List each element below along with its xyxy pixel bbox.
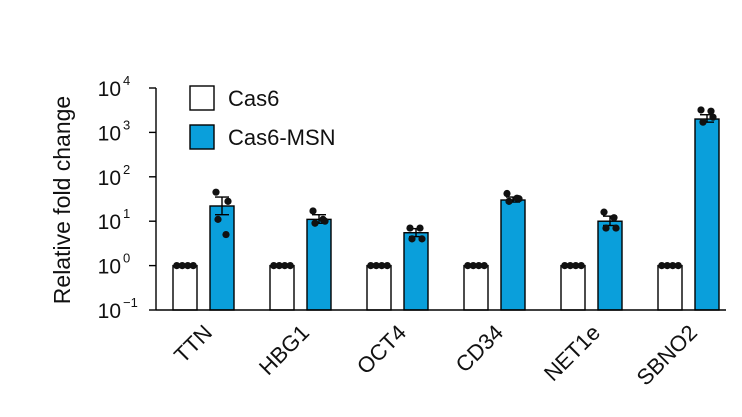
category-labels: TTN HBG1 OCT4 CD34 NET1e SBNO2: [169, 320, 702, 390]
data-point: [309, 207, 317, 215]
data-point: [212, 188, 220, 196]
data-point: [658, 262, 666, 270]
data-point: [697, 106, 705, 114]
data-point: [572, 262, 580, 270]
data-point: [602, 224, 610, 232]
data-point: [610, 214, 618, 222]
bar-sbno2-cas6: [657, 264, 683, 311]
bar-cd34-cas6-msn: [500, 199, 526, 311]
bar-net1e-cas6-msn: [597, 220, 623, 311]
category-label-hbg1: HBG1: [254, 320, 314, 380]
data-point: [173, 262, 181, 270]
data-point: [281, 262, 289, 270]
data-point: [408, 235, 416, 243]
bar-net1e-cas6: [560, 264, 586, 311]
bar-oct4-cas6: [366, 264, 392, 311]
y-tick-label: 10: [98, 78, 121, 101]
data-point: [503, 189, 511, 198]
y-tick-exponent: 0: [123, 251, 130, 266]
data-point: [378, 262, 386, 270]
data-point: [707, 107, 715, 115]
category-label-net1e: NET1e: [539, 320, 605, 386]
data-point: [674, 262, 682, 270]
legend-swatch-cas6: [189, 85, 215, 111]
y-tick-label: 10: [98, 256, 121, 279]
data-point: [480, 262, 488, 270]
data-point: [178, 262, 186, 270]
data-point: [383, 262, 391, 270]
legend-swatch-cas6-msn: [189, 124, 215, 150]
data-point: [566, 262, 574, 270]
legend-label-cas6: Cas6: [228, 86, 279, 111]
data-point: [505, 197, 513, 205]
data-point: [699, 118, 707, 126]
data-point: [669, 262, 677, 270]
legend-label-cas6-msn: Cas6-MSN: [228, 125, 336, 150]
bar-hbg1-cas6-msn: [306, 218, 332, 311]
data-point: [577, 262, 585, 270]
bar-hbg1-cas6: [269, 264, 295, 311]
data-point: [311, 219, 319, 227]
bar-cd34-cas6: [463, 264, 489, 311]
bar-sbno2-cas6-msn: [694, 118, 720, 311]
data-point: [270, 262, 278, 270]
data-point: [286, 262, 294, 270]
category-label-sbno2: SBNO2: [632, 320, 702, 390]
data-point: [275, 262, 283, 270]
y-tick-exponent: 2: [123, 162, 130, 177]
data-point: [214, 215, 222, 223]
legend: Cas6 Cas6-MSN: [189, 85, 336, 150]
bar-ttn-cas6-msn: [209, 205, 235, 311]
y-tick-label: 10: [98, 300, 121, 323]
bar-ttn-cas6: [172, 264, 198, 311]
data-point: [224, 197, 232, 205]
data-point: [663, 262, 671, 270]
data-point: [418, 235, 426, 243]
data-point: [469, 262, 477, 270]
data-point: [416, 224, 424, 232]
y-tick-label: 10: [98, 167, 121, 190]
data-point: [464, 262, 472, 270]
data-point: [475, 262, 483, 270]
y-axis-label: Relative fold change: [49, 96, 75, 304]
data-point: [372, 262, 380, 270]
data-point: [406, 224, 414, 232]
category-label-oct4: OCT4: [352, 320, 411, 379]
category-label-cd34: CD34: [451, 320, 508, 377]
data-point: [600, 208, 608, 216]
y-tick-exponent: 4: [123, 73, 130, 88]
data-point: [189, 262, 197, 270]
data-point: [709, 113, 717, 121]
data-point: [367, 262, 375, 270]
y-tick-exponent: −1: [123, 295, 138, 310]
data-point: [319, 215, 327, 223]
y-tick-exponent: 3: [123, 117, 130, 132]
data-point: [561, 262, 569, 270]
data-point: [513, 194, 521, 202]
category-label-ttn: TTN: [169, 320, 217, 368]
y-tick-label: 10: [98, 122, 121, 145]
bar-oct4-cas6-msn: [403, 232, 429, 311]
y-tick-exponent: 1: [123, 206, 130, 221]
bars: [172, 106, 720, 311]
data-point: [222, 230, 230, 239]
y-tick-label: 10: [98, 211, 121, 234]
data-point: [612, 224, 620, 232]
data-point: [184, 262, 192, 270]
